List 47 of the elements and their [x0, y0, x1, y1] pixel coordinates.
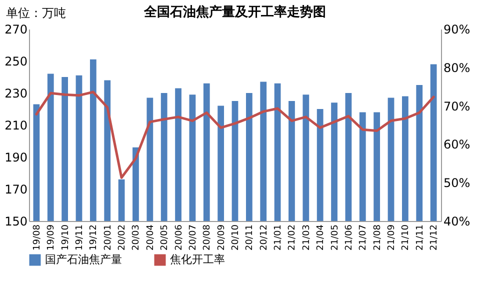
y2-tick-label: 50% [444, 176, 470, 190]
x-tick-label: 20/10 [231, 224, 241, 250]
x-tick-label: 21/03 [302, 224, 312, 250]
legend-label: 国产石油焦产量 [45, 253, 122, 266]
y-tick-label: 150 [4, 214, 28, 228]
y2-tick-label: 60% [444, 138, 470, 152]
x-tick-label: 21/10 [401, 224, 412, 250]
chart-title: 全国石油焦产量及开工率走势图 [143, 4, 326, 20]
x-tick-label: 20/06 [174, 224, 184, 250]
x-tick-label: 21/08 [372, 224, 383, 250]
x-tick-label: 21/04 [316, 224, 326, 250]
legend-label: 焦化开工率 [170, 253, 225, 266]
y2-tick-label: 90% [444, 22, 470, 36]
x-tick-label: 21/12 [430, 224, 440, 250]
x-tick-label: 20/12 [259, 224, 270, 250]
y-tick-label: 210 [4, 118, 28, 132]
x-tick-label: 20/01 [103, 224, 114, 250]
x-tick-label: 21/09 [387, 224, 398, 250]
y2-tick-label: 80% [444, 60, 470, 75]
y-tick-label: 250 [4, 54, 28, 68]
x-tick-label: 19/12 [89, 224, 100, 250]
y2-tick-label: 70% [444, 99, 470, 114]
y-tick-label: 230 [4, 86, 28, 100]
x-tick-label: 21/01 [274, 224, 284, 250]
text: 单位：万吨 [6, 5, 66, 22]
x-tick-label: 20/07 [188, 224, 198, 250]
x-tick-label: 19/09 [46, 224, 57, 250]
x-tick-label: 20/08 [202, 224, 213, 250]
x-tick-label: 20/03 [132, 224, 142, 250]
x-tick-label: 21/02 [288, 224, 298, 250]
x-tick-label: 20/05 [160, 224, 170, 250]
x-tick-label: 21/07 [358, 224, 369, 250]
x-tick-label: 20/11 [245, 224, 256, 250]
x-tick-label: 19/10 [60, 224, 71, 250]
x-tick-label: 21/11 [415, 224, 426, 250]
y-tick-label: 190 [4, 150, 28, 164]
x-tick-label: 20/09 [216, 224, 227, 250]
line-series [35, 90, 435, 179]
x-tick-label: 21/06 [344, 224, 354, 250]
y2-tick-label: 40% [444, 214, 470, 228]
x-tick-label: 21/05 [330, 224, 340, 250]
y-tick-label: 170 [4, 182, 28, 196]
x-tick-label: 19/08 [32, 224, 42, 250]
x-tick-label: 20/04 [146, 224, 156, 250]
x-tick-label: 19/11 [74, 224, 85, 250]
x-tick-label: 20/02 [118, 224, 128, 250]
y-tick-label: 270 [4, 22, 28, 36]
